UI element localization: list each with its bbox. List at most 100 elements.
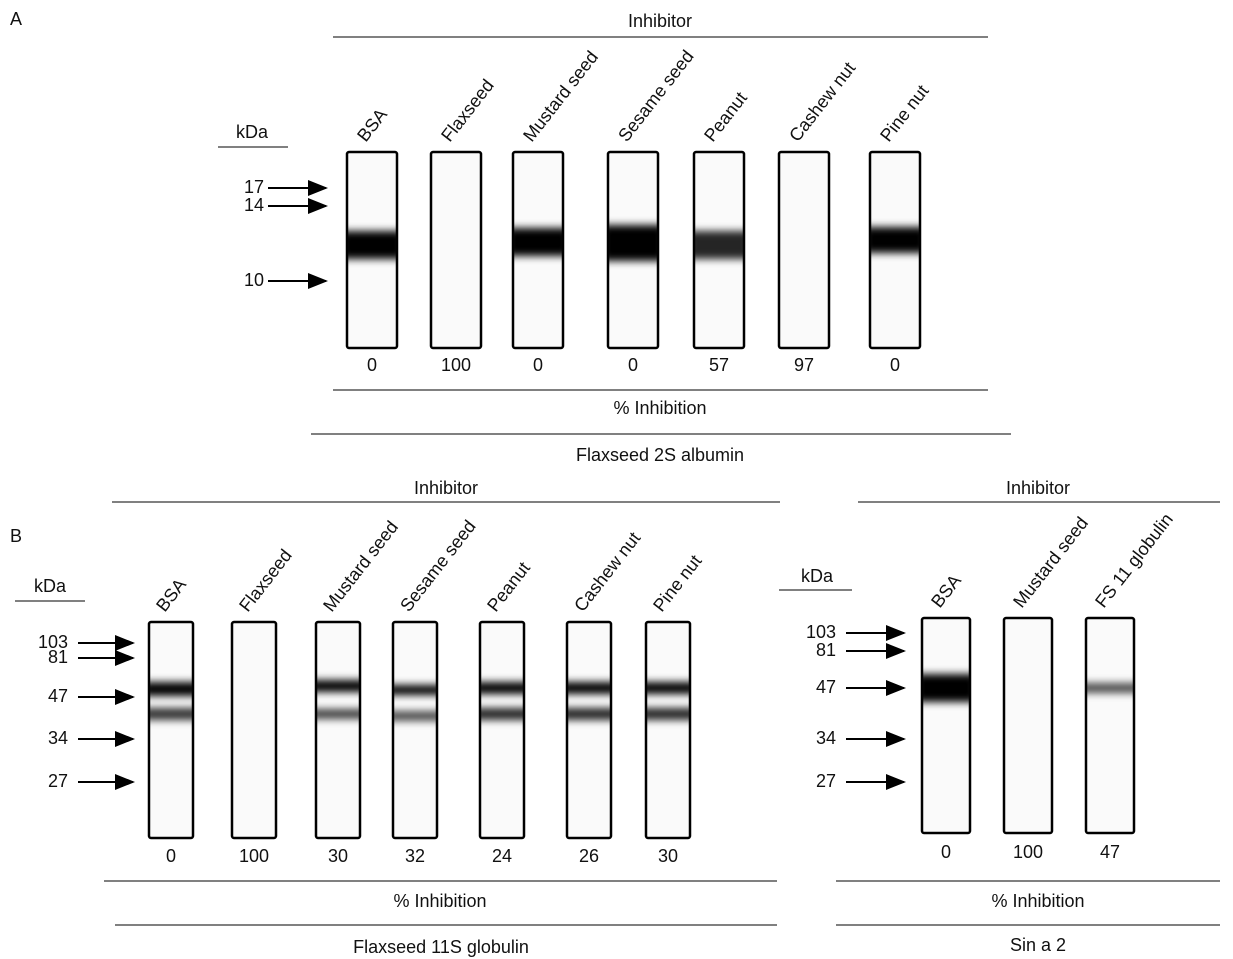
lane-label: Flaxseed	[437, 76, 498, 146]
inhibition-value: 30	[658, 846, 678, 866]
lane-label: Mustard seed	[319, 517, 402, 615]
inhibition-value: 100	[239, 846, 269, 866]
marker-label: 47	[816, 677, 836, 697]
band	[864, 227, 926, 253]
band	[602, 225, 664, 261]
lane-strip	[143, 622, 199, 838]
marker-label: 17	[244, 177, 264, 197]
marker-label: 27	[816, 771, 836, 791]
marker-label: 34	[816, 728, 836, 748]
band	[143, 708, 199, 720]
lane-bg	[393, 622, 437, 838]
lane-label: BSA	[152, 575, 190, 616]
panel-label: A	[10, 9, 22, 29]
marker-label: 81	[816, 640, 836, 660]
inhibition-value: 26	[579, 846, 599, 866]
lane-label: FS 11 globulin	[1091, 509, 1177, 611]
marker-label: 10	[244, 270, 264, 290]
inhibition-value: 0	[628, 355, 638, 375]
lane-bg	[922, 618, 970, 833]
caption: Flaxseed 11S globulin	[353, 937, 529, 957]
band	[507, 228, 569, 256]
lane-label: Sesame seed	[396, 516, 480, 615]
lane-strip	[310, 622, 366, 838]
lane-strip	[232, 622, 276, 838]
inhibition-value: 57	[709, 355, 729, 375]
marker-label: 81	[48, 647, 68, 667]
lane-bg	[149, 622, 193, 838]
lane-label: Peanut	[700, 88, 751, 145]
unit-label: kDa	[34, 576, 67, 596]
lane-bg	[232, 622, 276, 838]
axis-title: % Inhibition	[393, 891, 486, 911]
lane-strip	[640, 622, 696, 838]
band	[474, 682, 530, 694]
lane-strip	[431, 152, 481, 348]
inhibition-value: 32	[405, 846, 425, 866]
inhibition-value: 30	[328, 846, 348, 866]
inhibition-value: 0	[166, 846, 176, 866]
marker-label: 14	[244, 195, 264, 215]
inhibition-value: 100	[441, 355, 471, 375]
lane-label: Sesame seed	[614, 46, 698, 145]
lane-label: Peanut	[483, 558, 534, 615]
lane-strip	[779, 152, 829, 348]
lane-label: Pine nut	[876, 81, 932, 145]
lane-strip	[916, 618, 976, 833]
lane-strip	[387, 622, 443, 838]
lane-label: BSA	[927, 571, 965, 612]
band	[561, 682, 617, 694]
lane-label: Pine nut	[649, 551, 705, 615]
lane-bg	[779, 152, 829, 348]
inhibition-value: 0	[890, 355, 900, 375]
panel: BInhibitorkDa10381473427BSA0Flaxseed100M…	[10, 478, 706, 957]
marker-label: 47	[48, 686, 68, 706]
inhibition-value: 100	[1013, 842, 1043, 862]
lane-bg	[431, 152, 481, 348]
band	[474, 708, 530, 720]
axis-title: % Inhibition	[613, 398, 706, 418]
band	[916, 674, 976, 702]
inhibition-value: 47	[1100, 842, 1120, 862]
lane-strip	[561, 622, 617, 838]
caption: Flaxseed 2S albumin	[576, 445, 744, 465]
inhibitor-heading: Inhibitor	[628, 11, 692, 31]
lane-label: Mustard seed	[519, 47, 602, 145]
axis-title: % Inhibition	[991, 891, 1084, 911]
inhibition-value: 0	[533, 355, 543, 375]
band	[561, 708, 617, 720]
band	[310, 709, 366, 719]
lane-label: Cashew nut	[570, 528, 644, 615]
lane-strip	[1004, 618, 1052, 833]
lane-strip	[474, 622, 530, 838]
unit-label: kDa	[236, 122, 269, 142]
lane-bg	[480, 622, 524, 838]
lane-bg	[1004, 618, 1052, 833]
lane-strip	[688, 152, 750, 348]
caption: Sin a 2	[1010, 935, 1066, 955]
lane-strip	[507, 152, 569, 348]
band	[341, 231, 403, 259]
band	[688, 231, 750, 259]
lane-bg	[1086, 618, 1134, 833]
figure: A Inhibitor kDa 1714 10 BSA 0 Flaxseed 100 Mustar…	[0, 0, 1233, 959]
band	[310, 680, 366, 692]
band	[1080, 683, 1140, 693]
inhibition-value: 0	[941, 842, 951, 862]
band	[143, 682, 199, 696]
lane-bg	[316, 622, 360, 838]
band	[640, 682, 696, 694]
inhibitor-heading: Inhibitor	[1006, 478, 1070, 498]
lane-strip	[341, 152, 403, 348]
lane-bg	[646, 622, 690, 838]
lane-bg	[567, 622, 611, 838]
band	[387, 685, 443, 695]
inhibition-value: 97	[794, 355, 814, 375]
lane-strip	[602, 152, 664, 348]
lane-strip	[864, 152, 926, 348]
band	[387, 711, 443, 721]
inhibition-value: 0	[367, 355, 377, 375]
lane-label: Flaxseed	[235, 546, 296, 616]
